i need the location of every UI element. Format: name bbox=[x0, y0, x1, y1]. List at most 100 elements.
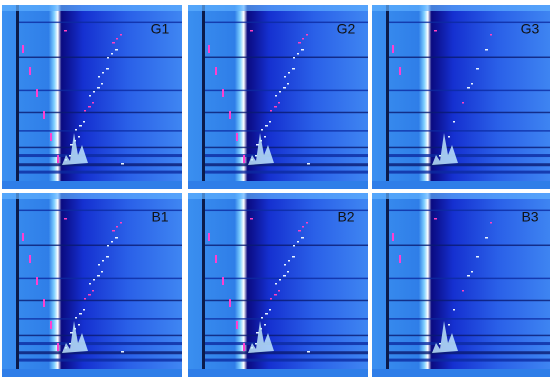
peak-cluster bbox=[248, 133, 274, 165]
magenta-mark bbox=[208, 233, 210, 241]
left-strip bbox=[16, 5, 19, 189]
spot bbox=[490, 34, 492, 36]
spot bbox=[490, 222, 492, 224]
stripe bbox=[205, 130, 368, 132]
spot bbox=[112, 230, 115, 232]
spot bbox=[84, 110, 86, 112]
stripe bbox=[19, 163, 182, 167]
spot bbox=[250, 218, 253, 220]
spot bbox=[83, 121, 85, 123]
left-strip bbox=[202, 193, 205, 377]
spot bbox=[288, 260, 290, 262]
spot bbox=[75, 317, 77, 319]
peak-cluster bbox=[432, 321, 458, 353]
spectrum-panel: G1 bbox=[2, 5, 182, 189]
magenta-mark bbox=[50, 133, 52, 141]
spot bbox=[101, 83, 103, 85]
spot bbox=[471, 271, 473, 273]
spot bbox=[106, 68, 109, 70]
spot bbox=[255, 155, 257, 157]
spot bbox=[283, 87, 286, 89]
spectrum-panel: B2 bbox=[188, 193, 368, 377]
stripe bbox=[389, 351, 550, 355]
magenta-mark bbox=[215, 255, 217, 263]
stripe bbox=[389, 318, 550, 320]
peak-cluster bbox=[62, 321, 88, 353]
spot bbox=[462, 102, 464, 104]
magenta-mark bbox=[43, 299, 45, 307]
spot bbox=[115, 237, 118, 239]
stripe bbox=[389, 154, 550, 158]
stripe bbox=[389, 21, 550, 24]
panel-label: G1 bbox=[151, 21, 170, 37]
stripe bbox=[205, 318, 368, 320]
panel-label: B1 bbox=[151, 209, 168, 225]
spot bbox=[88, 294, 91, 296]
stripe bbox=[205, 111, 368, 114]
stripe bbox=[389, 342, 550, 346]
stripe bbox=[205, 56, 368, 59]
spot bbox=[106, 256, 109, 258]
spot bbox=[69, 155, 71, 157]
spectrum-panel: B1 bbox=[2, 193, 182, 377]
stripe bbox=[389, 163, 550, 167]
header-band bbox=[2, 5, 182, 11]
magenta-mark bbox=[392, 233, 394, 241]
spot bbox=[476, 68, 479, 70]
spot bbox=[270, 110, 272, 112]
spot bbox=[70, 144, 73, 146]
stripe bbox=[205, 358, 368, 362]
spot bbox=[92, 102, 94, 104]
stripe bbox=[205, 21, 368, 24]
spot bbox=[462, 290, 464, 292]
spot bbox=[287, 83, 289, 85]
spot bbox=[471, 83, 473, 85]
stripe bbox=[389, 244, 550, 247]
spot bbox=[111, 53, 113, 55]
spot bbox=[275, 283, 277, 285]
spectrum-background bbox=[188, 5, 368, 189]
spot bbox=[79, 313, 82, 315]
spot bbox=[88, 106, 91, 108]
spot bbox=[265, 125, 268, 127]
spot bbox=[115, 49, 118, 51]
stripe bbox=[205, 277, 368, 280]
stripe bbox=[19, 299, 182, 302]
panel-label: G3 bbox=[521, 21, 540, 37]
bottom-axis bbox=[372, 181, 550, 189]
magenta-mark bbox=[392, 45, 394, 53]
spot bbox=[306, 34, 308, 36]
spot bbox=[83, 309, 85, 311]
magenta-mark bbox=[243, 155, 245, 163]
stripe bbox=[389, 130, 550, 132]
spot bbox=[120, 222, 122, 224]
spectrum-background bbox=[372, 5, 550, 189]
stripe bbox=[205, 244, 368, 247]
spot bbox=[439, 155, 441, 157]
stripe bbox=[19, 130, 182, 132]
spot bbox=[287, 271, 289, 273]
header-band bbox=[372, 5, 550, 11]
spot bbox=[279, 279, 281, 281]
magenta-mark bbox=[399, 255, 401, 263]
spot bbox=[298, 230, 301, 232]
spot bbox=[301, 237, 304, 239]
stripe bbox=[389, 170, 550, 174]
spot bbox=[448, 136, 450, 138]
spot bbox=[97, 87, 100, 89]
left-strip bbox=[386, 193, 389, 377]
magenta-mark bbox=[22, 45, 24, 53]
spot bbox=[476, 256, 479, 258]
panel-label: B3 bbox=[521, 209, 538, 225]
spot bbox=[102, 72, 104, 74]
spot bbox=[102, 260, 104, 262]
spectrum-background bbox=[2, 193, 182, 377]
spot bbox=[485, 49, 488, 51]
spot bbox=[278, 102, 280, 104]
stripe bbox=[19, 334, 182, 337]
stripe bbox=[389, 56, 550, 59]
spot bbox=[283, 275, 286, 277]
magenta-mark bbox=[50, 321, 52, 329]
spot bbox=[434, 218, 437, 220]
